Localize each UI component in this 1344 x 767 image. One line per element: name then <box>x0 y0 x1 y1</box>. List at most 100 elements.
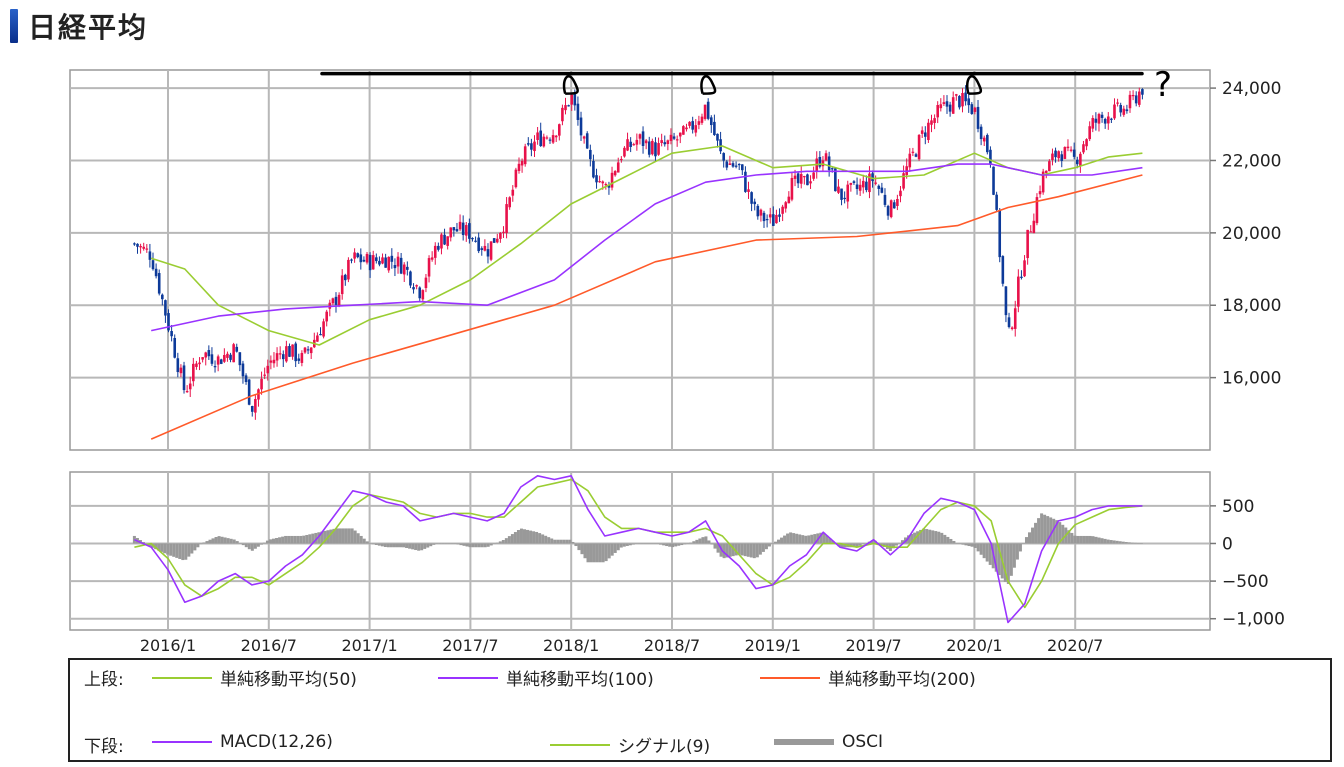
osci-bar <box>1118 541 1122 544</box>
candle-body <box>558 124 561 136</box>
candle-body <box>278 353 282 355</box>
osci-bar <box>795 533 799 544</box>
candle-body <box>281 354 285 360</box>
candle-body <box>604 184 608 186</box>
sma100-line <box>151 163 1143 332</box>
candle-body <box>784 202 788 209</box>
candle-body <box>629 141 632 147</box>
candle-body <box>508 197 511 208</box>
candle-body <box>182 365 186 391</box>
osci-bar <box>740 543 744 556</box>
candle-body <box>725 161 729 168</box>
candle-body <box>964 92 967 102</box>
osci-bar <box>284 535 288 544</box>
candle-body <box>176 358 180 373</box>
candle-body <box>353 252 356 259</box>
osci-bar <box>141 542 145 544</box>
candle-body <box>443 234 446 245</box>
osci-bar <box>350 528 354 544</box>
legend-upper-label: 上段: <box>84 669 124 690</box>
osci-bar <box>819 532 823 544</box>
osci-bar <box>172 543 176 557</box>
candle-body <box>790 178 794 200</box>
osci-bar <box>683 543 687 545</box>
osci-bar <box>943 534 947 544</box>
candle-body <box>536 132 539 141</box>
candle-body <box>703 104 707 119</box>
osci-bar <box>353 530 357 544</box>
osci-bar <box>402 543 406 548</box>
candle-body <box>1082 144 1085 153</box>
osci-bar <box>184 543 188 560</box>
osci-bar <box>637 543 641 544</box>
candle-body <box>706 101 710 119</box>
osci-bar <box>1067 530 1071 544</box>
osci-bar <box>928 529 932 544</box>
candle-body <box>170 331 173 337</box>
candle-body <box>812 172 815 179</box>
osci-bar <box>519 528 523 544</box>
candle-body <box>309 347 313 354</box>
candle-body <box>644 140 648 144</box>
osci-bar <box>529 530 533 544</box>
macd-panel: 500 0 −500 −1,000 <box>69 471 1285 631</box>
osci-bar <box>577 543 581 551</box>
osci-bar <box>677 543 681 546</box>
legend-label-sma50: 単純移動平均(50) <box>220 670 357 690</box>
peak-circle <box>966 75 983 95</box>
osci-bar <box>229 538 233 544</box>
osci-bar <box>535 531 539 544</box>
osci-bar <box>275 537 279 544</box>
candle-body <box>1079 153 1082 166</box>
candle-body <box>362 259 366 262</box>
osci-bar <box>704 536 708 544</box>
price-panel-frame <box>69 69 1211 451</box>
candle-body <box>989 149 992 165</box>
candle-body <box>883 194 887 205</box>
candle-body <box>927 122 930 141</box>
osci-bar <box>946 536 950 544</box>
osci-bar <box>822 532 826 544</box>
candle-body <box>1017 276 1020 307</box>
candle-body <box>1100 114 1104 118</box>
osci-bar <box>553 539 557 544</box>
osci-bar <box>299 535 303 544</box>
osci-bar <box>423 543 427 549</box>
candle-body <box>167 313 170 331</box>
candle-body <box>530 143 533 150</box>
candle-body <box>914 154 918 157</box>
candle-body <box>889 200 893 218</box>
candle-body <box>979 126 983 140</box>
candle-body <box>973 107 977 112</box>
candle-body <box>154 268 158 277</box>
candle-body <box>877 185 881 189</box>
macd-y-tick-label: −1,000 <box>1222 610 1285 630</box>
osci-bar <box>148 543 152 547</box>
osci-bar <box>335 528 339 544</box>
osci-bar <box>178 543 182 559</box>
legend-item-osci: OSCI <box>774 732 883 752</box>
osci-bar <box>994 543 998 572</box>
candle-body <box>232 344 235 363</box>
osci-bar <box>958 543 962 545</box>
candle-body <box>458 221 462 230</box>
candle-body <box>651 140 654 155</box>
candle-body <box>731 163 735 167</box>
candle-body <box>136 243 139 247</box>
osci-bar <box>804 535 808 544</box>
osci-bar <box>405 543 409 548</box>
legend-label-sma100: 単純移動平均(100) <box>506 670 654 690</box>
osci-bar <box>825 535 829 544</box>
candle-body <box>610 172 614 188</box>
osci-bar <box>1106 539 1110 544</box>
candle-body <box>440 234 443 249</box>
candle-body <box>1125 109 1129 112</box>
osci-bar <box>976 543 980 552</box>
osci-bar <box>504 538 508 544</box>
candle-body <box>520 160 524 166</box>
osci-bar <box>232 539 236 544</box>
osci-bar <box>308 534 312 544</box>
osci-bar <box>314 532 318 544</box>
osci-bar <box>265 540 269 544</box>
candle-body <box>827 156 831 171</box>
